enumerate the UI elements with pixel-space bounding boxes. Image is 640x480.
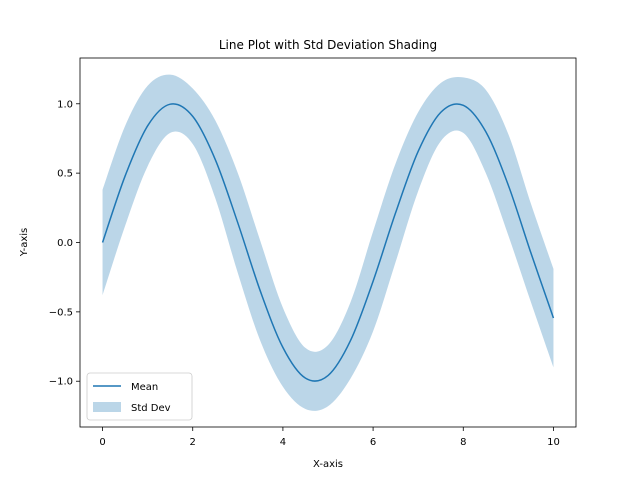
legend-std-dev-label: Std Dev [131, 403, 171, 414]
legend-std-dev-swatch [93, 402, 121, 412]
legend-mean-label: Mean [131, 382, 158, 393]
y-axis-label: Y-axis [19, 228, 30, 258]
x-tick-label: 0 [99, 437, 105, 448]
y-tick-label: 0.5 [57, 169, 73, 180]
plot-area [101, 74, 555, 411]
legend: Mean Std Dev [86, 372, 193, 421]
y-tick-label: −0.5 [49, 307, 73, 318]
y-axis: −1.0 −0.5 0.0 0.5 1.0 [49, 99, 80, 388]
y-tick-label: 1.0 [57, 99, 73, 110]
y-tick-label: −1.0 [49, 377, 73, 388]
y-tick-label: 0.0 [57, 238, 73, 249]
x-axis: 0 2 4 6 8 10 [99, 427, 560, 448]
legend-box [86, 372, 193, 421]
x-tick-label: 8 [460, 437, 466, 448]
x-axis-label: X-axis [313, 459, 343, 470]
x-tick-label: 4 [280, 437, 286, 448]
chart-title: Line Plot with Std Deviation Shading [219, 38, 437, 52]
mean-line [101, 103, 555, 382]
x-tick-label: 2 [190, 437, 196, 448]
x-tick-label: 10 [547, 437, 560, 448]
x-tick-label: 6 [370, 437, 376, 448]
